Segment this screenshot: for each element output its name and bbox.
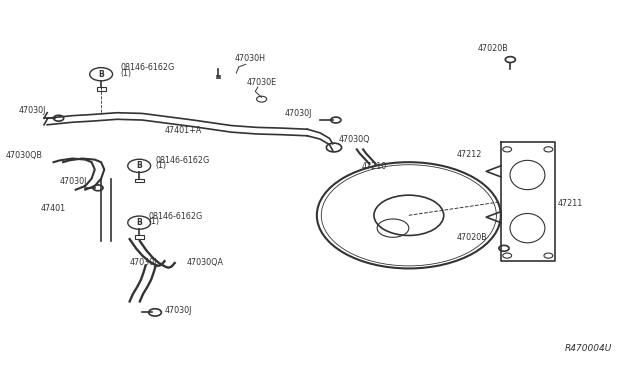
Text: (1): (1)	[148, 217, 160, 226]
Text: 47401+A: 47401+A	[164, 126, 202, 135]
Text: 47210: 47210	[361, 162, 387, 171]
Text: 47030J: 47030J	[19, 106, 46, 115]
Text: 47211: 47211	[558, 199, 583, 208]
Text: 47030QB: 47030QB	[6, 151, 43, 160]
Text: 47212: 47212	[456, 150, 482, 158]
Text: (1): (1)	[155, 161, 166, 170]
Text: B: B	[136, 161, 142, 170]
Text: 47020B: 47020B	[477, 44, 508, 53]
Text: 47030J: 47030J	[130, 258, 157, 267]
Text: B: B	[99, 70, 104, 79]
Text: 47030E: 47030E	[247, 78, 277, 87]
Text: 08146-6162G: 08146-6162G	[148, 212, 203, 221]
Text: 47030Q: 47030Q	[339, 135, 371, 144]
Text: 08146-6162G: 08146-6162G	[120, 63, 174, 73]
Text: 47030J: 47030J	[164, 306, 192, 315]
Text: 47030QA: 47030QA	[187, 258, 224, 267]
Text: 47020B: 47020B	[456, 233, 487, 242]
Text: 47030J: 47030J	[285, 109, 312, 118]
Text: 47401: 47401	[41, 205, 66, 214]
FancyBboxPatch shape	[135, 179, 143, 182]
Text: 08146-6162G: 08146-6162G	[155, 156, 209, 165]
Text: R470004U: R470004U	[564, 344, 612, 353]
Text: 47030H: 47030H	[234, 54, 266, 63]
FancyBboxPatch shape	[135, 235, 143, 239]
Text: B: B	[136, 218, 142, 227]
Text: (1): (1)	[120, 69, 131, 78]
Text: 47030J: 47030J	[60, 177, 87, 186]
FancyBboxPatch shape	[97, 87, 106, 91]
